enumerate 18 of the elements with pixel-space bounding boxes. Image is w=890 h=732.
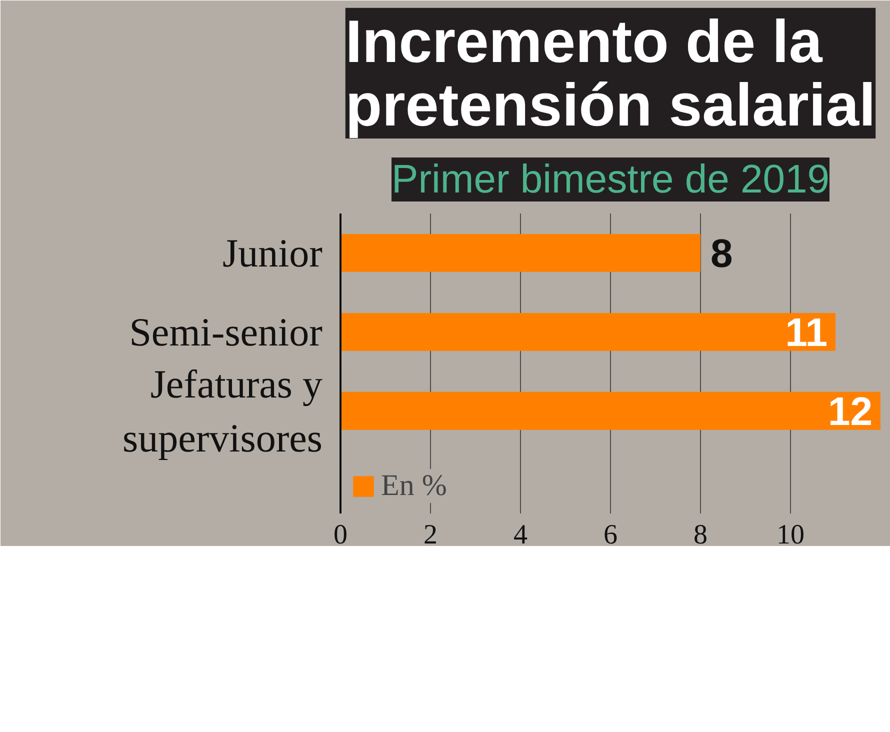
legend-label: En % (381, 469, 447, 503)
x-tick-label: 6 (604, 520, 618, 550)
data-label: 12 (828, 390, 873, 434)
x-tick-label: 10 (776, 520, 804, 550)
y-tick-label: Junior (222, 230, 322, 276)
y-tick-label: Jefaturas y supervisores (122, 361, 323, 460)
bar (340, 234, 700, 272)
x-tick-label: 0 (334, 520, 348, 550)
y-tick-label: Semi-senior (129, 309, 323, 354)
chart-title: Incremento de la pretensión salarial (345, 8, 876, 138)
bar (340, 312, 836, 351)
data-label: 8 (710, 232, 733, 276)
bar (340, 392, 880, 430)
x-tick-label: 2 (424, 520, 438, 550)
x-tick-label: 4 (514, 520, 528, 550)
x-tick-label: 8 (694, 520, 708, 550)
chart-subtitle: Primer bimestre de 2019 (392, 158, 830, 202)
data-label: 11 (785, 310, 828, 355)
